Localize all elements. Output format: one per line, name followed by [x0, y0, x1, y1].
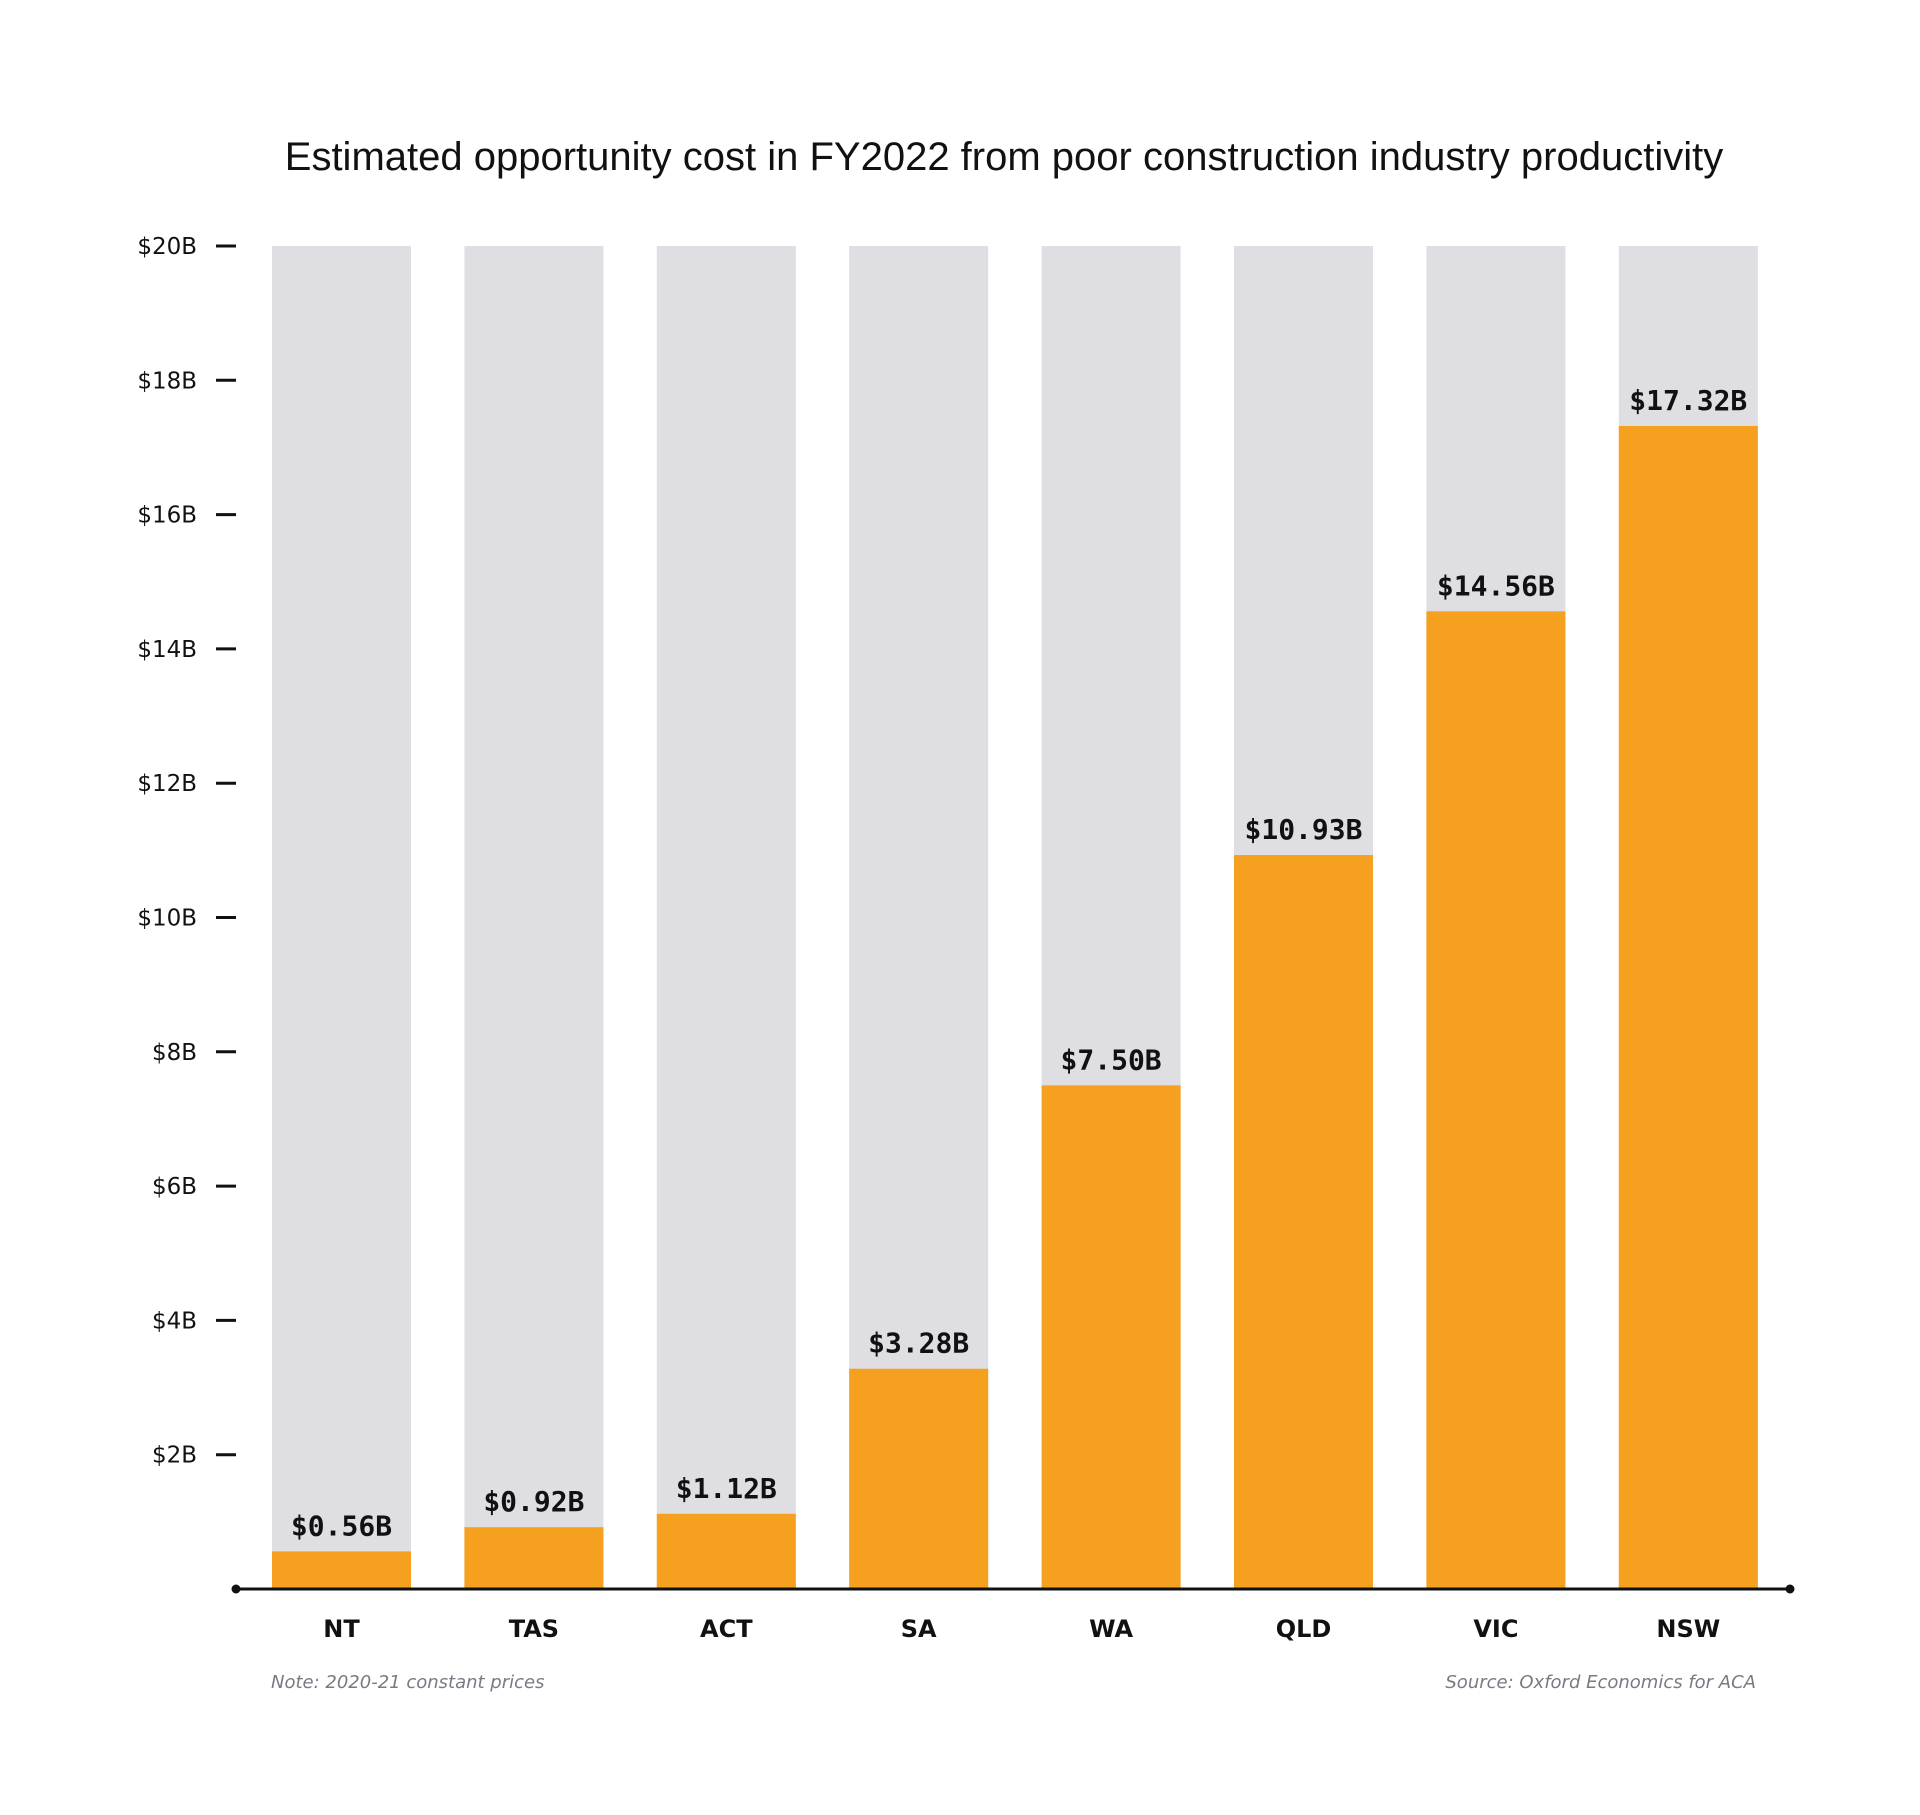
y-tick-label: $8B: [152, 1040, 197, 1066]
value-label: $0.56B: [291, 1509, 392, 1542]
y-tick-label: $16B: [137, 503, 197, 529]
y-tick-label: $12B: [137, 771, 197, 797]
bar-background: [464, 246, 604, 1589]
bar-wa: [1041, 1085, 1181, 1589]
y-axis: $2B $4B $6B $8B $10B $12B $14B $16B $18B $20B: [137, 234, 236, 1469]
value-label: $7.50B: [1061, 1043, 1162, 1076]
note-text: Note: 2020-21 constant prices: [271, 1672, 544, 1693]
category-label: NSW: [1656, 1615, 1720, 1643]
category-label: ACT: [700, 1615, 753, 1643]
value-label: $0.92B: [483, 1485, 584, 1518]
category-label: QLD: [1276, 1615, 1332, 1643]
value-label: $14.56B: [1437, 569, 1555, 602]
y-tick-label: $18B: [137, 368, 197, 394]
category-label: WA: [1089, 1615, 1133, 1643]
bar-nsw: [1618, 425, 1758, 1589]
y-tick-label: $10B: [137, 906, 197, 932]
y-tick-label: $2B: [152, 1443, 197, 1469]
category-label: TAS: [509, 1615, 559, 1643]
x-axis: [231, 1584, 1795, 1594]
bar-background: [272, 246, 411, 1589]
bar-sa: [849, 1368, 989, 1589]
category-label: SA: [901, 1615, 937, 1643]
bar-background: [849, 246, 989, 1589]
y-tick-label: $14B: [137, 637, 197, 663]
bars: [272, 425, 1758, 1589]
category-label: VIC: [1473, 1615, 1518, 1643]
x-axis-end-dot: [1785, 1584, 1795, 1594]
bar-vic: [1426, 611, 1566, 1589]
bar-act: [656, 1513, 796, 1589]
source-text: Source: Oxford Economics for ACA: [1445, 1672, 1756, 1693]
y-tick-label: $4B: [152, 1308, 197, 1334]
bar-qld: [1234, 855, 1373, 1589]
y-tick-label: $20B: [137, 234, 197, 260]
x-axis-start-dot: [231, 1584, 241, 1594]
value-label: $3.28B: [868, 1327, 969, 1360]
chart-title: Estimated opportunity cost in FY2022 fro…: [285, 135, 1723, 179]
bar-tas: [464, 1527, 604, 1589]
bar-background: [656, 246, 796, 1589]
category-labels: NT TAS ACT SA WA QLD VIC NSW: [323, 1615, 1720, 1643]
value-label: $1.12B: [676, 1472, 777, 1505]
value-labels: $0.56B $0.92B $1.12B $3.28B $7.50B $10.93B $14…: [291, 384, 1747, 1542]
value-label: $17.32B: [1629, 384, 1747, 417]
bar-nt: [272, 1551, 411, 1589]
category-label: NT: [323, 1615, 360, 1643]
y-tick-label: $6B: [152, 1174, 197, 1200]
value-label: $10.93B: [1244, 813, 1362, 846]
